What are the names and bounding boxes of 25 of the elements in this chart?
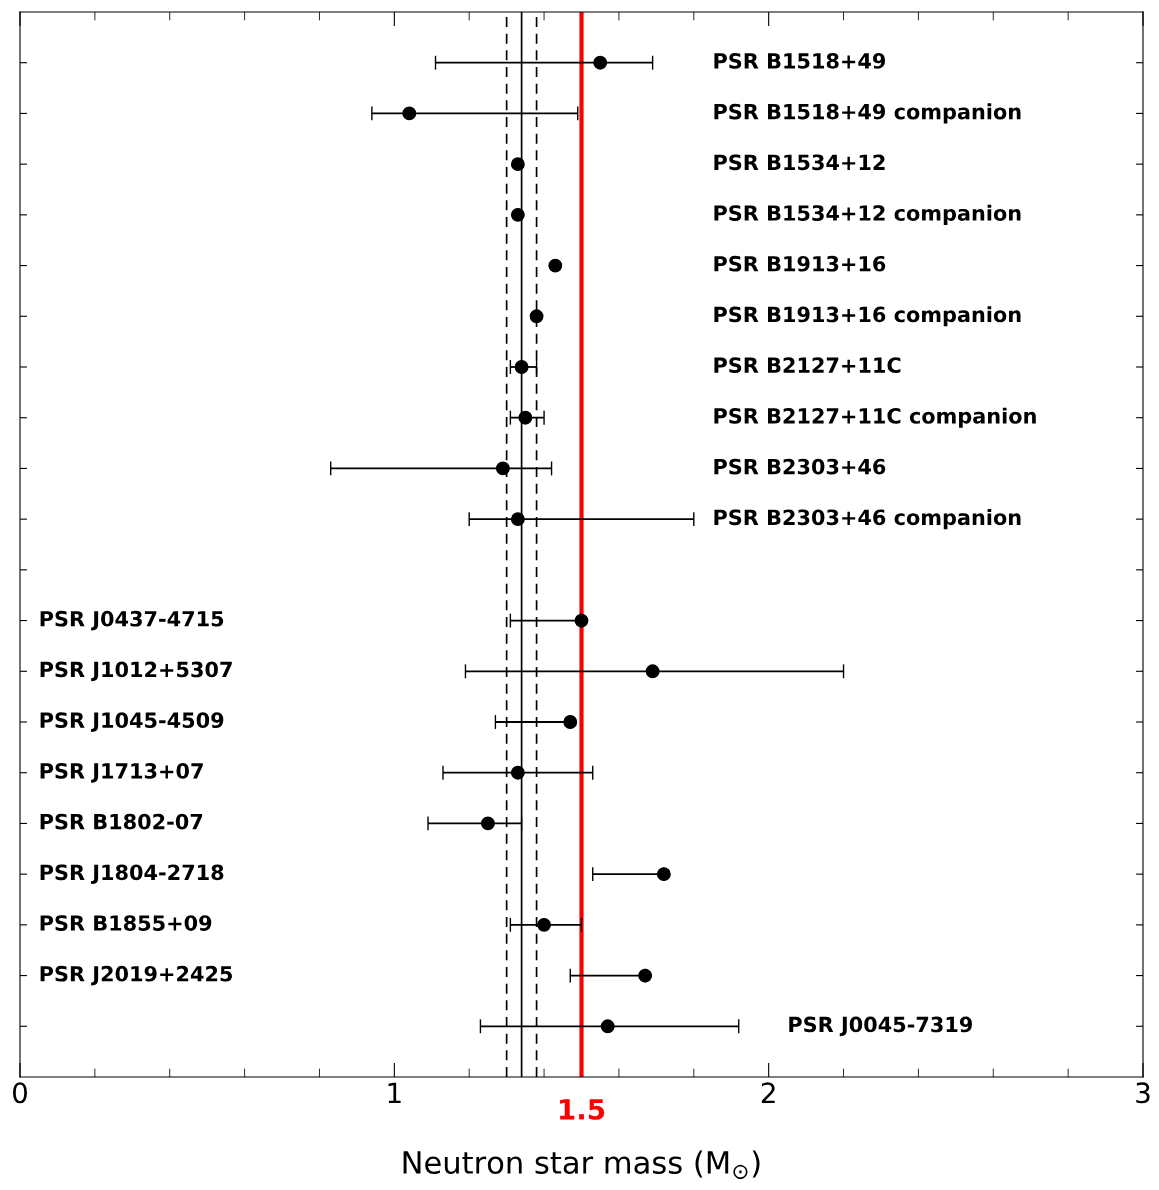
x-tick-label: 3: [1136, 1082, 1150, 1104]
x-tick-label: 0: [12, 1082, 27, 1104]
y-tick-label: PSR J2019+2425: [40, 965, 232, 986]
y-tick-label: PSR J1804-2718: [40, 864, 224, 885]
y-tick-label: PSR B1802-07: [40, 813, 203, 830]
y-tick-label: PSR B2127+11C: [714, 357, 901, 374]
y-tick-label: PSR J0437-4715: [40, 610, 224, 631]
y-tick-label: PSR B1913+16: [714, 255, 886, 272]
y-tick-label: PSR J1045-4509: [40, 712, 224, 732]
y-tick-label: PSR B1913+16 companion: [714, 306, 1021, 327]
y-tick-label: PSR B2127+11C companion: [714, 407, 1036, 428]
y-tick-label: PSR B2303+46: [714, 458, 886, 475]
y-tick-label: PSR B2303+46 companion: [714, 509, 1021, 530]
y-tick-label: PSR B1534+12 companion: [714, 204, 1021, 225]
x-tick-label: 1: [388, 1082, 401, 1103]
y-tick-label: PSR B1855+09: [40, 915, 212, 931]
y-tick-label: PSR B1518+49: [714, 53, 886, 69]
x-axis-title: Neutron star mass (M$_{⊙}$): [403, 1150, 760, 1179]
ref-line-label: 1.5: [560, 1099, 605, 1120]
y-tick-label: PSR J0045-7319: [789, 1016, 972, 1037]
x-tick-label: 2: [761, 1082, 775, 1103]
y-tick-label: PSR J1012+5307: [40, 661, 232, 682]
y-tick-label: PSR B1534+12: [714, 154, 885, 171]
y-tick-label: PSR B1518+49 companion: [714, 103, 1021, 124]
y-tick-label: PSR J1713+07: [40, 763, 203, 783]
